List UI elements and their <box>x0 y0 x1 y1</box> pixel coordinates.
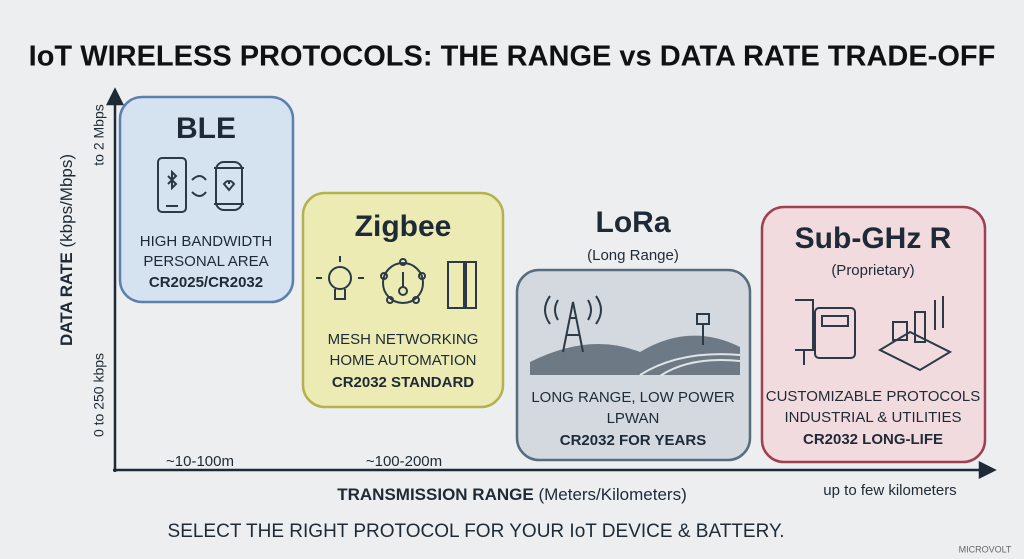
title: IoT WIRELESS PROTOCOLS: THE RANGE vs DAT… <box>29 41 996 73</box>
battery: CR2032 FOR YEARS <box>560 432 706 449</box>
battery: CR2032 STANDARD <box>332 374 474 391</box>
description: PERSONAL AREA <box>143 253 268 270</box>
description: CUSTOMIZABLE PROTOCOLS <box>766 388 981 405</box>
protocol-name: Zigbee <box>355 210 452 243</box>
x-tick: ~100-200m <box>366 453 442 470</box>
axes <box>105 87 997 480</box>
subghz-card <box>760 205 987 464</box>
subghz-icon <box>795 296 953 372</box>
x-tick: ~10-100m <box>166 453 234 470</box>
brand: MICROVOLT <box>959 544 1012 554</box>
zigbee-icon <box>316 256 477 309</box>
y-axis-title: DATA RATE (kbps/Mbps) <box>57 154 76 346</box>
x-axis-end: up to few kilometers <box>823 482 956 499</box>
description: HOME AUTOMATION <box>330 352 477 369</box>
ble-icon <box>157 157 244 213</box>
lora-icon <box>530 295 741 377</box>
ble-card <box>118 95 295 304</box>
description: INDUSTRIAL & UTILITIES <box>785 409 962 426</box>
protocol-name: BLE <box>176 112 236 145</box>
x-axis-label: TRANSMISSION RANGE <box>337 485 533 504</box>
protocol-name: Sub-GHz R <box>795 222 952 255</box>
y-axis-top: to 2 Mbps <box>91 104 107 165</box>
description: LPWAN <box>607 410 660 427</box>
protocol-subtitle: (Long Range) <box>587 247 679 264</box>
protocol-name: LoRa <box>596 206 671 239</box>
footer: SELECT THE RIGHT PROTOCOL FOR YOUR IoT D… <box>168 521 785 542</box>
y-axis-unit: (kbps/Mbps) <box>57 154 76 248</box>
description: LONG RANGE, LOW POWER <box>531 389 735 406</box>
x-axis-unit: (Meters/Kilometers) <box>538 485 686 504</box>
y-axis-label: DATA RATE <box>57 252 76 346</box>
description: HIGH BANDWIDTH <box>140 233 273 250</box>
zigbee-card <box>301 191 505 409</box>
battery: CR2025/CR2032 <box>149 274 263 291</box>
battery: CR2032 LONG-LIFE <box>803 431 943 448</box>
protocol-subtitle: (Proprietary) <box>831 262 914 279</box>
y-axis-bottom: 0 to 250 kbps <box>91 353 107 437</box>
description: MESH NETWORKING <box>328 331 479 348</box>
x-axis-title: TRANSMISSION RANGE (Meters/Kilometers) <box>337 485 687 504</box>
